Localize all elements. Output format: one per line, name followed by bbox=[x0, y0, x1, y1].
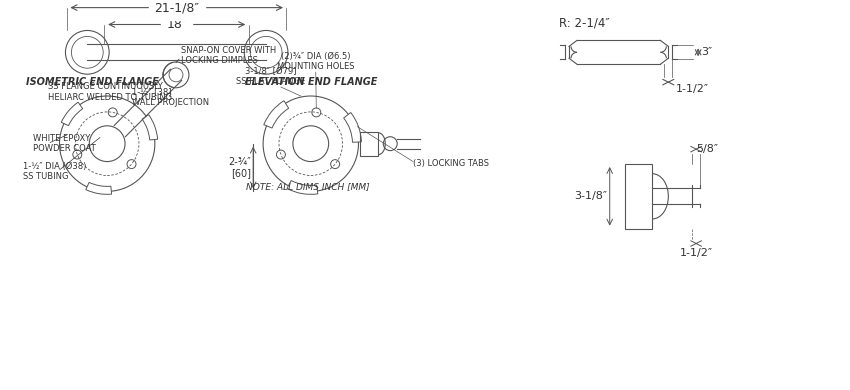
Text: WHITE EPOXY
POWDER COAT: WHITE EPOXY POWDER COAT bbox=[32, 134, 95, 153]
Bar bbox=[360, 132, 378, 156]
Bar bbox=[625, 164, 653, 229]
Text: 1-1/2″: 1-1/2″ bbox=[680, 248, 712, 259]
Wedge shape bbox=[264, 101, 289, 128]
Text: ELEVATION END FLANGE: ELEVATION END FLANGE bbox=[245, 77, 377, 87]
Wedge shape bbox=[86, 183, 111, 194]
Text: 21-1/8″: 21-1/8″ bbox=[154, 1, 199, 14]
Text: 3″: 3″ bbox=[701, 47, 712, 57]
Wedge shape bbox=[142, 115, 157, 140]
Text: 1-½″ DIA (Ø38)
SS TUBING: 1-½″ DIA (Ø38) SS TUBING bbox=[23, 162, 86, 181]
Text: 3-1/8″: 3-1/8″ bbox=[574, 191, 607, 201]
Text: 18″: 18″ bbox=[167, 18, 187, 31]
Text: 3-1/8″ [Ø79]
SS FLAT FLANGE: 3-1/8″ [Ø79] SS FLAT FLANGE bbox=[236, 67, 306, 86]
Text: (3) LOCKING TABS: (3) LOCKING TABS bbox=[413, 159, 489, 168]
Text: NOTE: ALL DIMS INCH [MM]: NOTE: ALL DIMS INCH [MM] bbox=[246, 182, 370, 191]
Wedge shape bbox=[287, 181, 318, 194]
Text: 1-½″ [38]
WALL PROJECTION: 1-½″ [38] WALL PROJECTION bbox=[132, 87, 209, 107]
Wedge shape bbox=[343, 112, 361, 142]
Text: 2-¾″
[60]: 2-¾″ [60] bbox=[229, 157, 252, 178]
Text: ISOMETRIC END FLANGE: ISOMETRIC END FLANGE bbox=[26, 77, 159, 87]
Text: 1-1/2″: 1-1/2″ bbox=[677, 84, 709, 94]
Text: R: 2-1/4″: R: 2-1/4″ bbox=[559, 16, 609, 29]
Wedge shape bbox=[61, 102, 82, 126]
Text: SS FLANGE CONTINUOUSLY
HELIARC WELDED TO TUBING: SS FLANGE CONTINUOUSLY HELIARC WELDED TO… bbox=[48, 82, 172, 102]
Text: (2)¾″ DIA (Ø6.5)
MOUNTING HOLES: (2)¾″ DIA (Ø6.5) MOUNTING HOLES bbox=[277, 52, 354, 71]
Text: 5/8″: 5/8″ bbox=[696, 144, 718, 154]
Text: SNAP-ON COVER WITH
LOCKING DIMPLES: SNAP-ON COVER WITH LOCKING DIMPLES bbox=[181, 46, 276, 65]
